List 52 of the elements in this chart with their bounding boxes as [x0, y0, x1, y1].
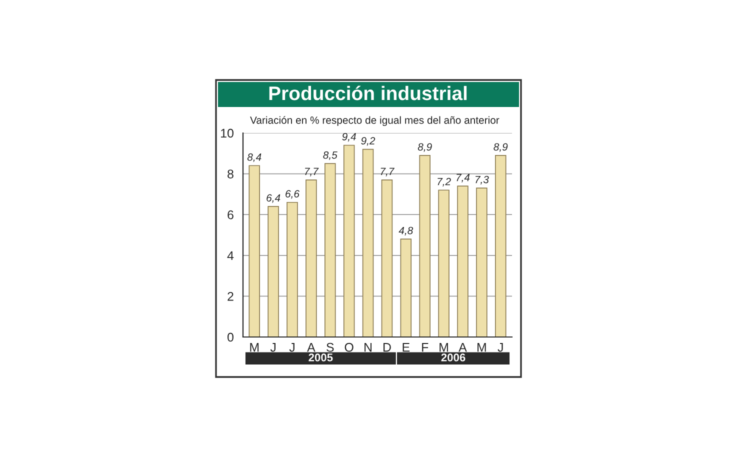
- text: 2006: [441, 354, 466, 362]
- x-tick-label: M: [250, 343, 259, 352]
- y-tick-label: 4: [227, 251, 234, 260]
- data-label: 6,6: [286, 190, 300, 199]
- bar: [248, 165, 260, 337]
- x-tick-label: D: [383, 343, 391, 352]
- bar: [362, 148, 374, 337]
- data-label: 7,2: [438, 178, 451, 187]
- y-tick-label: 8: [228, 170, 234, 178]
- y-tick-label: 2: [228, 292, 234, 301]
- bar: [476, 188, 488, 337]
- x-tick-label: E: [402, 343, 410, 352]
- bar: [400, 238, 412, 337]
- y-tick-label: 6: [228, 210, 234, 220]
- y-tick-label: 10: [221, 128, 234, 138]
- data-label: 6,4: [266, 194, 280, 203]
- bar: [381, 180, 393, 337]
- bar: [268, 206, 279, 337]
- x-tick-label: M: [440, 343, 448, 352]
- bar: [419, 155, 430, 337]
- data-label: 7,7: [380, 168, 395, 176]
- x-tick-label: A: [458, 343, 467, 352]
- y-tick-label: 0: [228, 332, 234, 342]
- bar: [306, 180, 317, 337]
- data-label: 9,2: [361, 137, 376, 146]
- x-tick-label: F: [422, 343, 428, 352]
- bar: [495, 155, 506, 337]
- data-label: 8,9: [494, 143, 508, 152]
- x-tick-label: J: [289, 343, 294, 352]
- chart-title: Producción industrial: [269, 86, 467, 100]
- data-label: 8,5: [323, 151, 338, 160]
- x-tick-label: J: [270, 343, 276, 352]
- x-tick-label: A: [307, 343, 316, 352]
- bar: [457, 186, 468, 337]
- data-label: 7,3: [476, 176, 489, 184]
- data-label: 8,4: [247, 153, 262, 162]
- data-label: 4,8: [398, 226, 414, 236]
- text: 2005: [308, 354, 333, 362]
- x-tick-label: M: [478, 343, 486, 352]
- x-tick-label: J: [498, 343, 503, 352]
- chart-subtitle: Variación en % respecto de igual mes del año anterior: [250, 116, 500, 126]
- data-label: 7,4: [456, 174, 470, 182]
- x-tick-label: S: [326, 342, 334, 352]
- data-label: 7,7: [305, 168, 319, 176]
- bar: [286, 202, 298, 337]
- x-tick-label: O: [344, 342, 354, 352]
- data-label: 9,4: [342, 133, 356, 142]
- bar: [438, 190, 450, 337]
- bar: [324, 163, 336, 337]
- data-label: 8,9: [418, 143, 432, 152]
- bar: [343, 144, 355, 337]
- x-tick-label: N: [364, 343, 372, 352]
